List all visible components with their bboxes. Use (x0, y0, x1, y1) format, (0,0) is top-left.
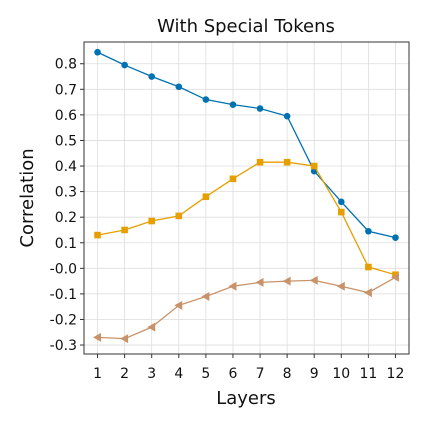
series-line (97, 161, 396, 276)
y-tick-label: -0.0 (50, 261, 77, 277)
grid (84, 42, 409, 354)
data-point (148, 217, 156, 225)
series-1 (94, 48, 399, 241)
data-point (255, 277, 264, 287)
y-tick-label: 0.1 (55, 236, 77, 252)
x-tick-label: 12 (387, 366, 405, 382)
chart-title: With Special Tokens (157, 16, 335, 37)
data-point (175, 212, 183, 220)
x-tick-label: 6 (228, 366, 237, 382)
data-point (310, 162, 318, 170)
y-axis: 0.8 0.7 0.6 0.5 0.4 0.3 0.2 0.1 -0.0 -0.1 -0.2 -0.3 (50, 57, 84, 354)
data-point (363, 288, 372, 298)
data-point (337, 208, 345, 216)
data-point (336, 281, 345, 291)
data-point (365, 227, 372, 235)
y-axis-title: Correlation (17, 148, 38, 247)
x-axis: 1 2 3 4 5 6 7 8 9 10 11 12 (93, 354, 404, 382)
data-point (309, 275, 318, 285)
y-tick-label: 0.3 (55, 185, 77, 201)
data-point (283, 158, 291, 166)
series-line (97, 51, 396, 239)
y-tick-label: 0.5 (55, 133, 77, 149)
data-point (392, 234, 399, 241)
x-tick-label: 1 (93, 366, 102, 382)
data-point (337, 198, 345, 206)
y-tick-label: -0.2 (50, 312, 77, 328)
data-point (228, 281, 237, 291)
data-point (229, 101, 237, 108)
data-point (365, 263, 372, 271)
series-3 (93, 272, 399, 344)
data-point (120, 334, 129, 344)
data-point (94, 48, 101, 56)
x-tick-label: 8 (283, 366, 292, 382)
x-tick-label: 7 (256, 366, 265, 382)
data-point (256, 158, 264, 166)
y-tick-label: 0.2 (55, 210, 77, 226)
x-tick-label: 3 (147, 366, 156, 382)
y-tick-label: 0.4 (55, 159, 77, 175)
y-tick-label: -0.3 (50, 338, 77, 354)
x-tick-label: 5 (201, 366, 210, 382)
data-point (282, 276, 291, 286)
x-tick-label: 2 (120, 366, 129, 382)
y-tick-label: 0.6 (55, 108, 77, 124)
data-point (201, 291, 210, 301)
data-point (121, 61, 128, 69)
series-layer (93, 48, 399, 344)
y-tick-label: 0.8 (55, 57, 77, 73)
x-tick-label: 9 (310, 366, 319, 382)
data-point (148, 73, 156, 80)
data-point (202, 96, 210, 103)
data-point (202, 193, 210, 201)
data-point (392, 271, 399, 279)
data-point (229, 175, 237, 183)
data-point (93, 332, 102, 342)
data-point (390, 272, 399, 282)
y-tick-label: 0.7 (55, 82, 77, 98)
y-tick-label: -0.1 (50, 287, 77, 303)
data-point (175, 83, 183, 91)
x-axis-title: Layers (216, 388, 276, 409)
series-line (97, 276, 396, 340)
plot-frame (83, 41, 410, 355)
x-tick-label: 4 (174, 366, 183, 382)
data-point (283, 112, 291, 120)
data-point (256, 105, 264, 112)
data-point (121, 226, 128, 234)
x-tick-label: 10 (332, 366, 350, 382)
series-2 (94, 158, 399, 279)
x-tick-label: 11 (359, 366, 377, 382)
data-point (147, 322, 156, 332)
data-point (174, 300, 183, 310)
data-point (94, 231, 101, 239)
